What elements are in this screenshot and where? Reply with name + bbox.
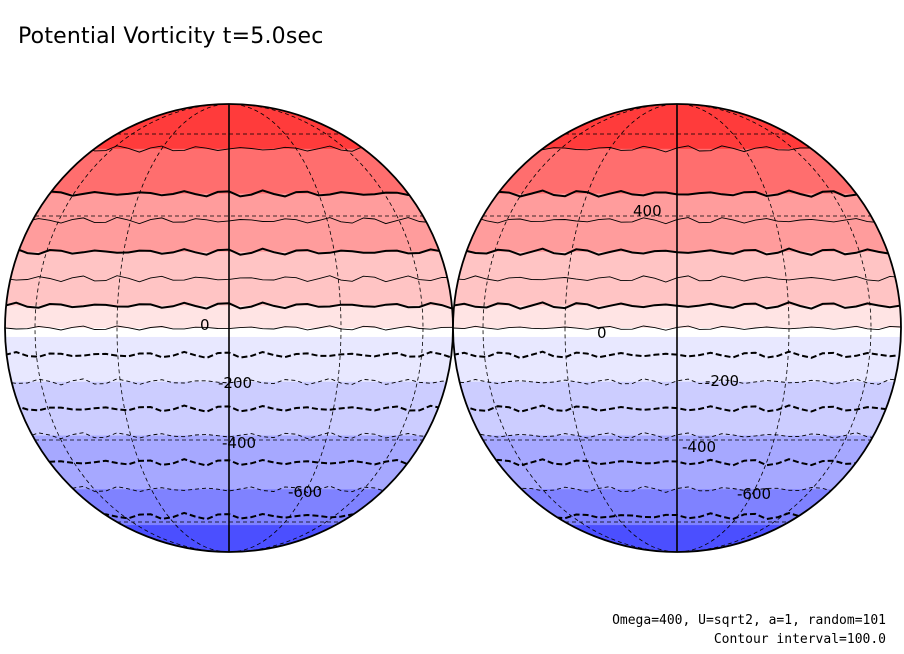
contour-label: -200 [218,374,252,392]
footer-contour-interval: Contour interval=100.0 [713,632,886,647]
contour-label: 0 [597,324,607,342]
contour-label: 0 [200,316,210,334]
contour-label: -200 [705,372,739,390]
contour-line [453,378,901,386]
contour-label: -400 [222,434,256,452]
color-bands [5,104,453,552]
contour-line [5,485,453,494]
contour-line [5,378,453,386]
contour-label: -600 [288,483,322,501]
contour-label: -600 [737,485,771,503]
graticule [34,104,424,552]
contour-line [453,485,901,493]
right-globe: 400 0 -200 -400 -600 [452,103,902,553]
plot-title: Potential Vorticity t=5.0sec [18,24,324,49]
contour-label: 400 [633,202,662,220]
color-bands [453,104,901,552]
contour-line [5,431,453,440]
contour-line [453,432,901,440]
graticule [482,104,872,552]
globe-outline [452,103,902,553]
footer-parameters: Omega=400, U=sqrt2, a=1, random=101 [612,613,886,628]
left-globe: 0 -200 -400 -600 [4,103,454,553]
contour-label: -400 [682,438,716,456]
